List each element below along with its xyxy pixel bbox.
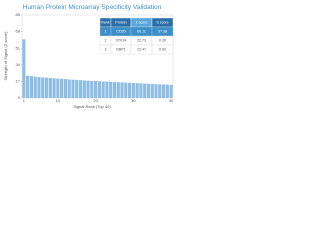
y-axis-label: Strength of Signal (Z score) bbox=[3, 31, 8, 81]
bar bbox=[124, 82, 128, 98]
bar bbox=[97, 81, 101, 98]
table-cell-text: 3 bbox=[105, 47, 107, 51]
bar bbox=[60, 78, 64, 98]
x-tick-label: 20 bbox=[93, 98, 98, 103]
table-cell-text: CD20 bbox=[116, 29, 125, 33]
bar bbox=[75, 79, 79, 98]
table-cell-text: 37.38 bbox=[158, 29, 167, 33]
table-cell-text: 1 bbox=[105, 29, 107, 33]
bar bbox=[86, 80, 90, 98]
table-cell-text: 0.93 bbox=[159, 47, 166, 51]
table-cell-text: 0.26 bbox=[159, 38, 166, 42]
bar bbox=[101, 81, 105, 98]
table-cell-text: 22.73 bbox=[137, 38, 146, 42]
bar bbox=[165, 84, 169, 98]
x-tick-label: 40 bbox=[169, 98, 174, 103]
y-tick-label: 17 bbox=[16, 78, 21, 83]
bar bbox=[146, 83, 151, 98]
bar bbox=[41, 77, 45, 98]
bar bbox=[139, 83, 143, 98]
bar bbox=[90, 80, 94, 98]
bar bbox=[56, 78, 60, 98]
bar bbox=[135, 83, 139, 98]
table-header: S score bbox=[156, 20, 168, 24]
table-cell bbox=[151, 44, 174, 55]
bar bbox=[120, 82, 124, 98]
bar bbox=[22, 39, 26, 98]
bar bbox=[63, 79, 67, 98]
bar bbox=[150, 83, 154, 98]
bar bbox=[67, 79, 71, 98]
bar bbox=[161, 84, 166, 98]
bar bbox=[44, 77, 49, 98]
table-header: Rank bbox=[101, 20, 110, 24]
x-tick-label: 10 bbox=[56, 98, 61, 103]
table-cell-text: 22.47 bbox=[137, 47, 146, 51]
bar bbox=[37, 77, 41, 98]
y-tick-label: 34 bbox=[16, 62, 21, 67]
table-cell-text: STK34 bbox=[116, 38, 127, 42]
table-cell-text: RBP1 bbox=[116, 47, 125, 51]
table-header: Protein bbox=[115, 20, 126, 24]
bar bbox=[33, 76, 37, 98]
bar bbox=[26, 75, 30, 98]
y-tick-label: 0 bbox=[18, 95, 21, 100]
y-tick-label: 51 bbox=[16, 45, 21, 50]
bar bbox=[154, 84, 158, 98]
bar bbox=[52, 78, 56, 98]
bar bbox=[112, 81, 117, 98]
x-tick-label: 1 bbox=[23, 98, 26, 103]
chart: Human Protein Microarray Specificity Val… bbox=[3, 4, 174, 109]
bar bbox=[109, 81, 113, 98]
bar bbox=[169, 84, 173, 98]
bar bbox=[94, 81, 98, 98]
y-tick-label: 85 bbox=[16, 12, 21, 17]
table-cell-text: 60.11 bbox=[137, 29, 146, 33]
bar bbox=[158, 84, 162, 98]
table-header: Z score bbox=[136, 20, 148, 24]
bar bbox=[82, 80, 86, 98]
table-cell-text: 2 bbox=[105, 38, 107, 42]
bar bbox=[128, 82, 132, 98]
bar bbox=[105, 81, 109, 98]
chart-title: Human Protein Microarray Specificity Val… bbox=[23, 4, 162, 11]
bar bbox=[29, 76, 34, 98]
bar bbox=[48, 77, 52, 98]
bar bbox=[78, 80, 83, 98]
bar bbox=[116, 82, 120, 98]
y-tick-label: 68 bbox=[16, 29, 21, 34]
bar bbox=[71, 79, 75, 98]
x-axis-label: Signal Rank (Top 40) bbox=[73, 104, 111, 109]
bar bbox=[143, 83, 147, 98]
bar bbox=[131, 82, 135, 98]
x-tick-label: 30 bbox=[131, 98, 136, 103]
